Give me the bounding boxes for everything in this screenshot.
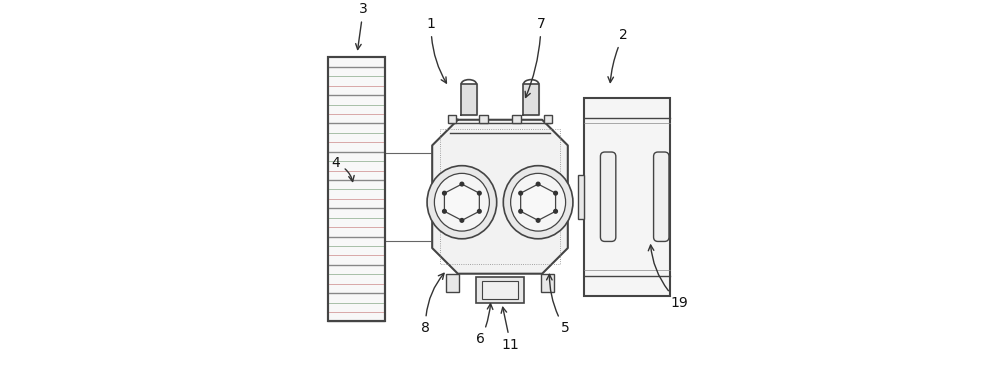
Bar [328, 58, 385, 321]
Circle shape [478, 192, 481, 195]
Ellipse shape [434, 173, 489, 231]
Text: 1: 1 [427, 17, 446, 83]
Ellipse shape [511, 173, 566, 231]
Text: 7: 7 [525, 17, 545, 97]
Circle shape [536, 218, 540, 222]
Ellipse shape [503, 166, 573, 239]
Circle shape [554, 210, 557, 213]
Bar [479, 115, 488, 123]
Polygon shape [523, 84, 539, 115]
Bar [544, 115, 552, 123]
Polygon shape [444, 184, 479, 220]
Circle shape [443, 210, 446, 213]
Circle shape [519, 192, 522, 195]
Text: 3: 3 [356, 3, 368, 49]
Bar [541, 274, 554, 292]
Circle shape [443, 192, 446, 195]
Circle shape [478, 210, 481, 213]
Bar [446, 274, 459, 292]
Ellipse shape [427, 166, 497, 239]
Polygon shape [432, 120, 568, 274]
Text: 19: 19 [648, 245, 688, 310]
Bar [578, 175, 584, 219]
Circle shape [460, 218, 464, 222]
Circle shape [519, 210, 522, 213]
Bar [584, 98, 670, 296]
FancyBboxPatch shape [600, 152, 616, 241]
Circle shape [460, 182, 464, 186]
Polygon shape [461, 84, 477, 115]
Text: 2: 2 [608, 28, 628, 82]
Text: 6: 6 [476, 304, 493, 346]
Circle shape [554, 192, 557, 195]
Text: 8: 8 [421, 273, 444, 335]
Bar [476, 277, 524, 303]
Text: 11: 11 [501, 307, 520, 352]
Bar [482, 281, 518, 299]
Text: 5: 5 [547, 275, 569, 335]
Circle shape [536, 182, 540, 186]
FancyBboxPatch shape [654, 152, 669, 241]
Text: 4: 4 [331, 156, 354, 182]
Bar [448, 115, 456, 123]
Bar [512, 115, 521, 123]
Bar [328, 58, 385, 321]
Polygon shape [521, 184, 556, 220]
